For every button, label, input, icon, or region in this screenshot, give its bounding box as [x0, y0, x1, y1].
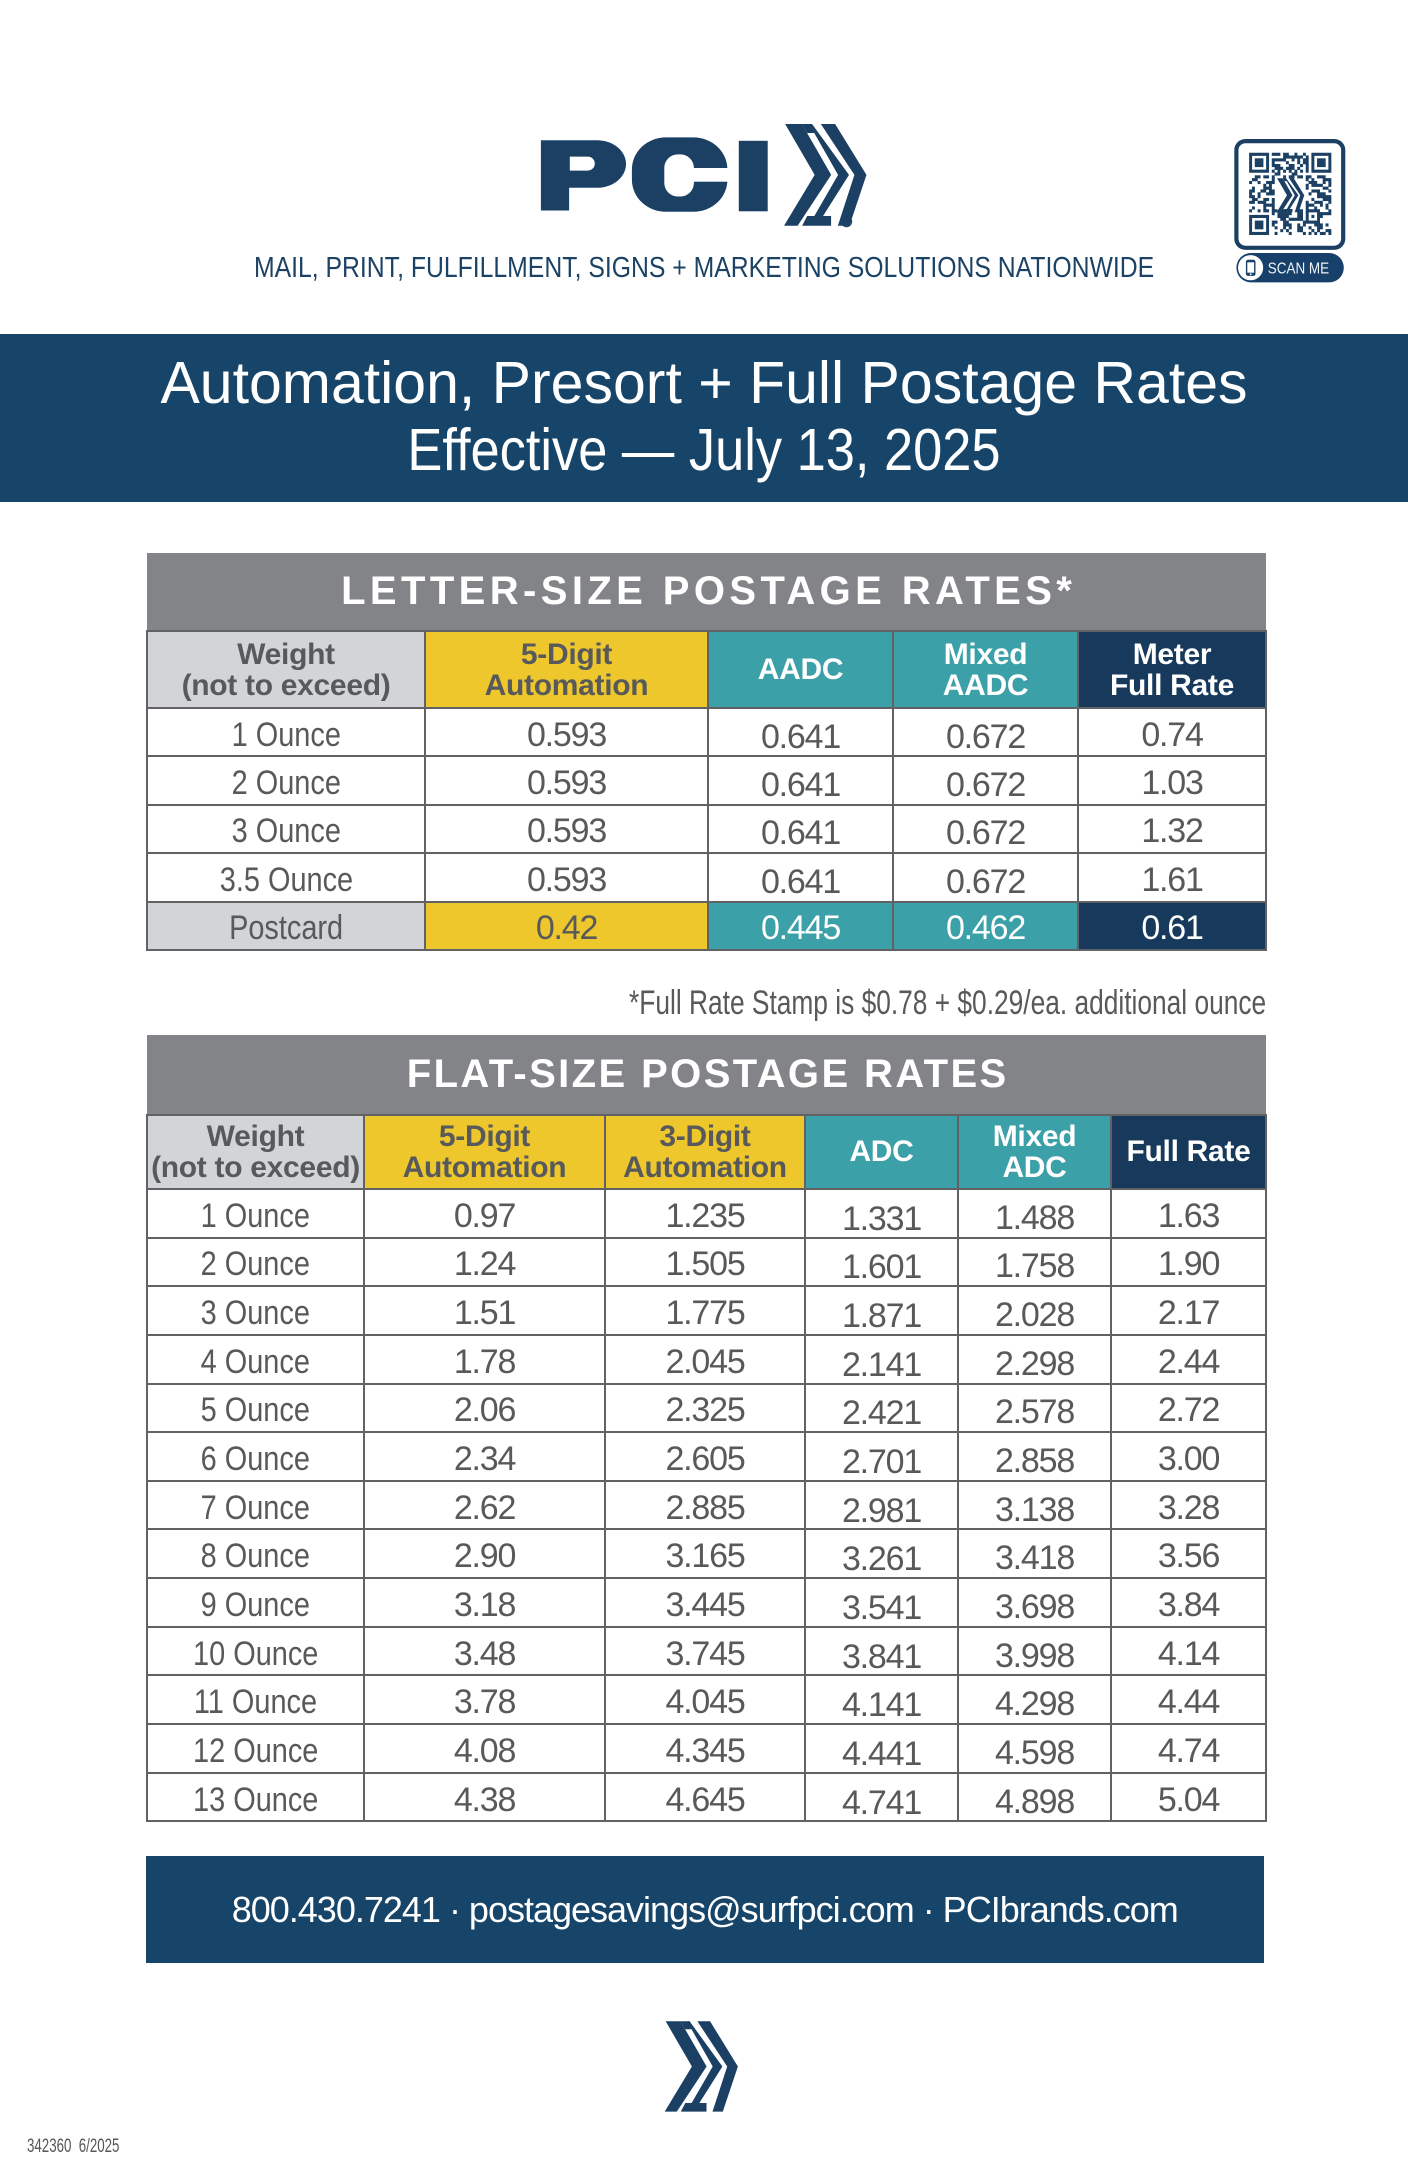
svg-text:SCAN ME: SCAN ME	[1268, 261, 1329, 278]
svg-text:R: R	[843, 217, 849, 227]
